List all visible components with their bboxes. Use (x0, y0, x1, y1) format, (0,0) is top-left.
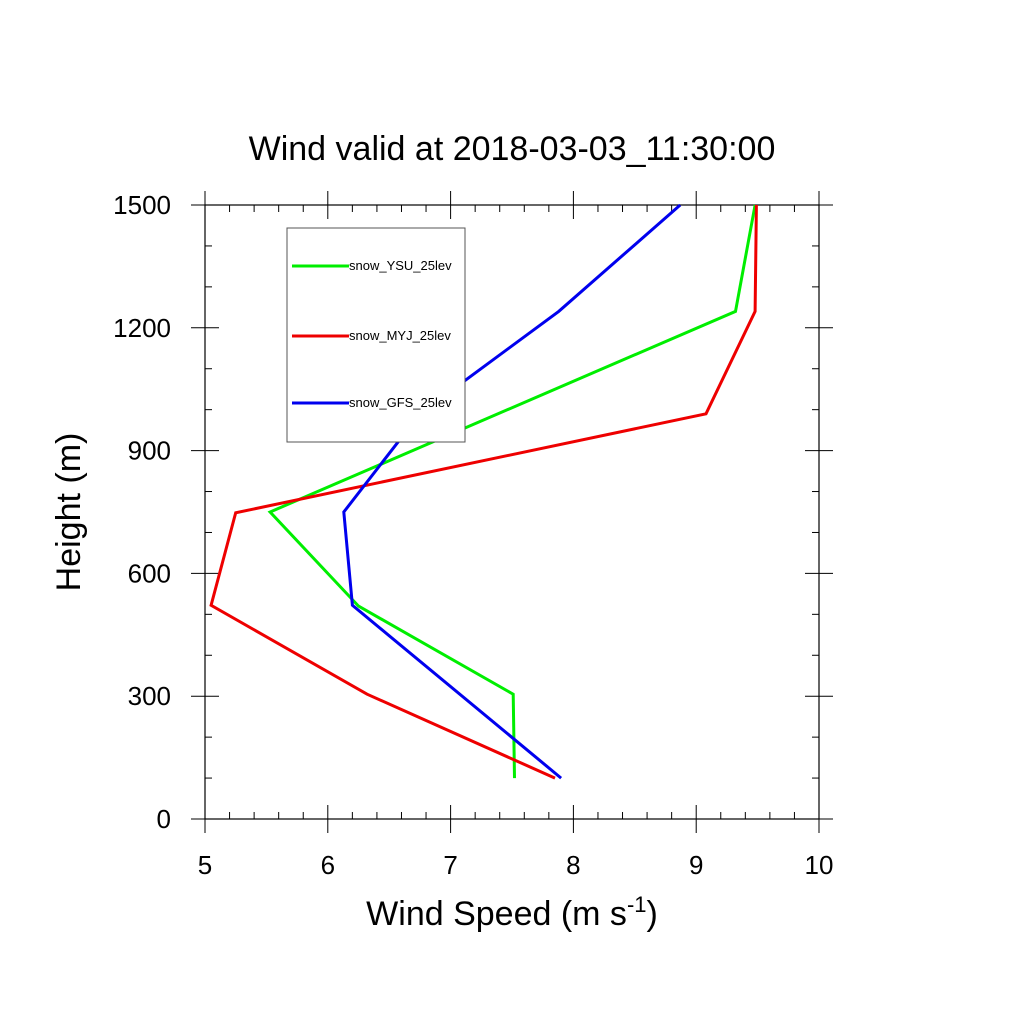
y-tick-label: 1200 (113, 313, 171, 343)
y-tick-labels: 0 300 600 900 1200 1500 (113, 190, 171, 834)
x-tick-label: 5 (198, 850, 212, 880)
x-tick-label: 7 (443, 850, 457, 880)
y-tick-label: 600 (128, 558, 171, 588)
series-line-snow_YSU_25lev (267, 204, 757, 779)
x-axis-label-main: Wind Speed (m s (366, 895, 627, 933)
x-tick-labels: 5 6 7 8 9 10 (198, 850, 834, 880)
y-tick-label: 900 (128, 436, 171, 466)
series-line-snow_MYJ_25lev (209, 204, 758, 780)
y-tick-label: 1500 (113, 190, 171, 220)
y-axis-label: Height (m) (50, 433, 88, 592)
x-tick-label: 10 (805, 850, 834, 880)
y-tick-label: 300 (128, 681, 171, 711)
y-tick-label: 0 (157, 804, 171, 834)
series-lines (209, 203, 758, 780)
plot-frame (204, 204, 820, 820)
legend-label: snow_YSU_25lev (349, 258, 452, 273)
legend-label: snow_MYJ_25lev (349, 328, 451, 343)
legend: snow_YSU_25lev snow_MYJ_25lev snow_GFS_25l… (286, 227, 466, 443)
legend-items: snow_YSU_25lev snow_MYJ_25lev snow_GFS_25l… (292, 258, 452, 410)
x-axis-label-close: ) (647, 895, 658, 933)
x-tick-label: 9 (689, 850, 703, 880)
series-line-snow_GFS_25lev (342, 203, 682, 780)
x-axis-label-superscript: -1 (627, 892, 647, 917)
legend-label: snow_GFS_25lev (349, 395, 452, 410)
axis-ticks (191, 191, 833, 833)
x-axis-label: Wind Speed (m s-1) (366, 892, 658, 933)
chart-title: Wind valid at 2018-03-03_11:30:00 (249, 130, 776, 168)
x-tick-label: 6 (321, 850, 335, 880)
x-tick-label: 8 (566, 850, 580, 880)
